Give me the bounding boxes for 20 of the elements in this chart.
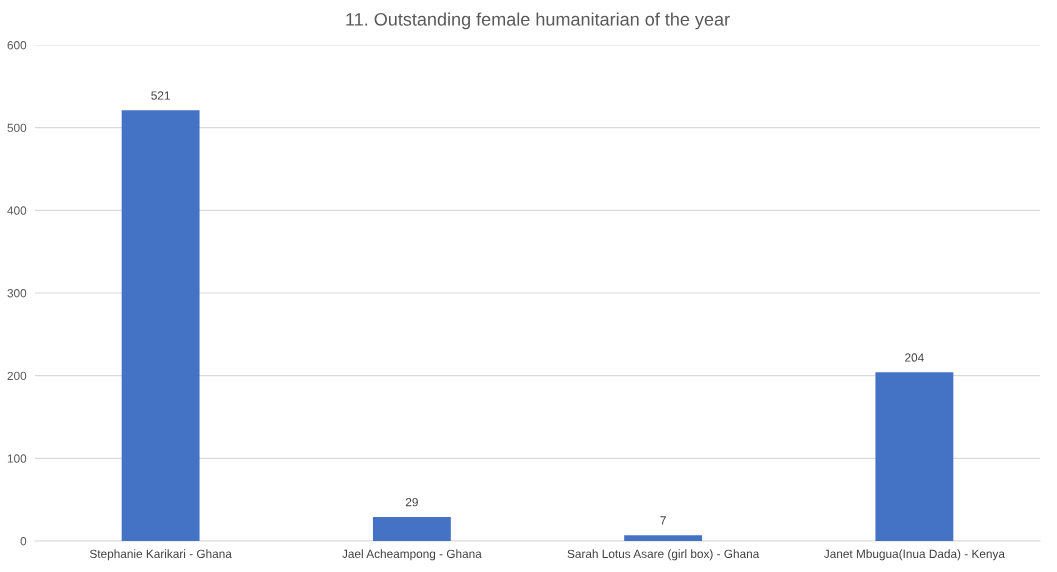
y-tick-label: 0 [20,537,27,546]
x-tick-label: Janet Mbugua(Inua Dada) - Kenya [824,549,1005,561]
x-tick-label: Sarah Lotus Asare (girl box) - Ghana [567,549,760,561]
chart-title: 11. Outstanding female humanitarian of the year [346,12,730,30]
y-tick-label: 500 [7,123,27,133]
bar [121,110,200,541]
bar [875,372,954,541]
data-label: 521 [151,91,170,100]
y-tick-label: 600 [7,41,27,50]
x-tick-label: Stephanie Karikari - Ghana [89,549,232,561]
bar [624,535,703,541]
y-tick-label: 200 [7,371,27,381]
x-tick-label: Jael Acheampong - Ghana [342,549,482,561]
y-tick-label: 100 [7,454,27,463]
bar [372,517,451,541]
data-label: 204 [905,353,924,362]
y-tick-label: 400 [7,206,27,215]
data-label: 7 [660,516,666,525]
data-label: 29 [405,498,418,507]
y-tick-label: 300 [7,289,27,298]
